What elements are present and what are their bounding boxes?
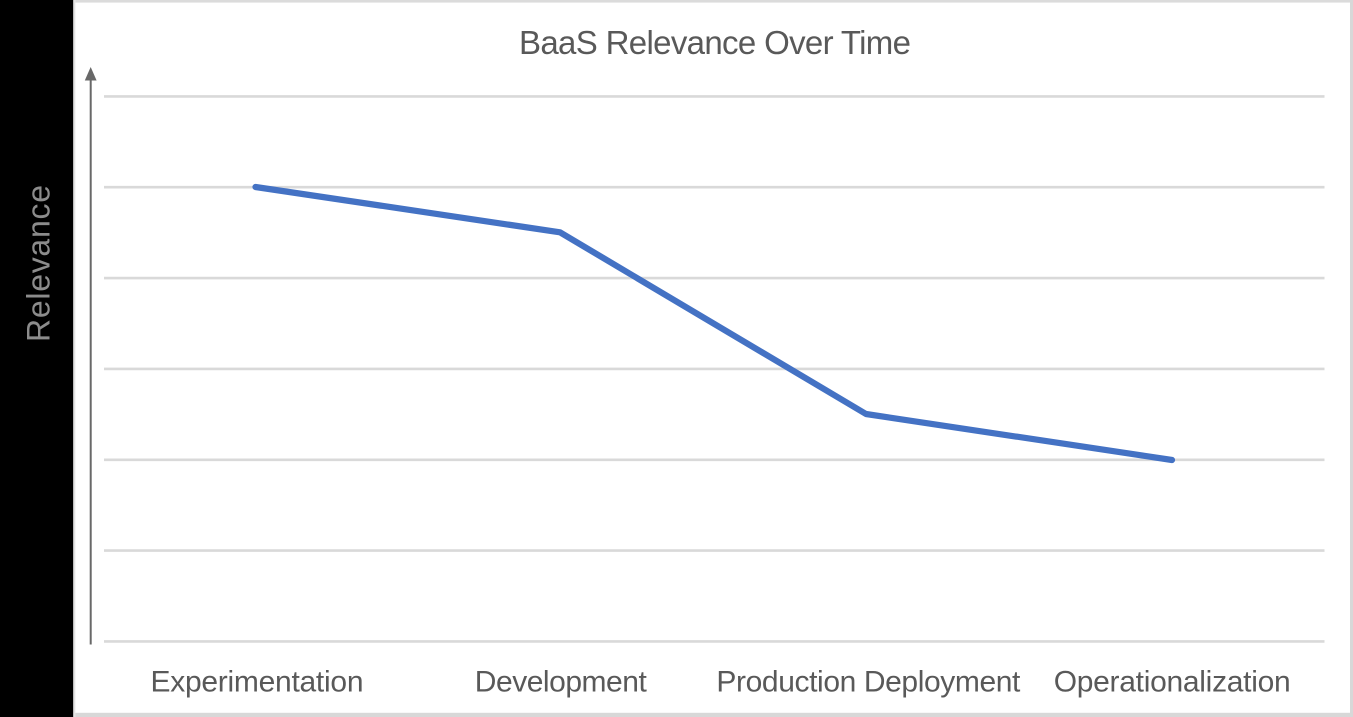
- svg-text:Production Deployment: Production Deployment: [716, 665, 1021, 698]
- svg-text:Development: Development: [475, 665, 648, 698]
- svg-text:BaaS Relevance Over Time: BaaS Relevance Over Time: [519, 24, 911, 61]
- svg-text:Relevance: Relevance: [21, 185, 57, 342]
- svg-text:Operationalization: Operationalization: [1054, 665, 1291, 698]
- svg-text:Experimentation: Experimentation: [151, 665, 364, 698]
